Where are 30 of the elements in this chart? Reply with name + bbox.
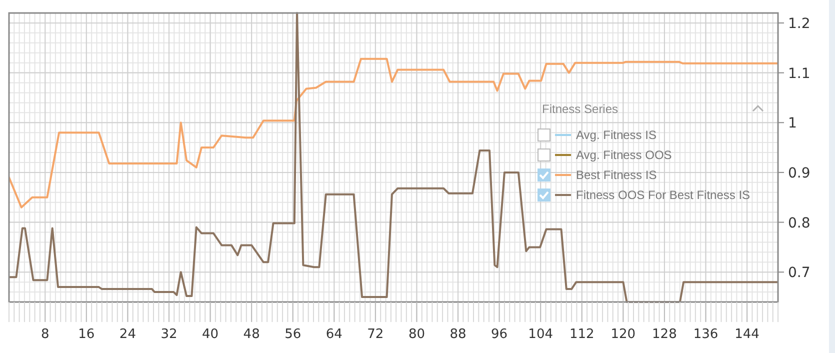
legend-label: Fitness OOS For Best Fitness IS [576,188,750,202]
y-tick-label: 1.1 [788,66,810,82]
legend-label: Avg. Fitness OOS [576,148,672,162]
legend-label: Avg. Fitness IS [576,128,656,142]
x-tick-label: 40 [202,327,219,342]
y-tick-label: 1.2 [788,16,810,32]
x-tick-label: 80 [408,327,425,342]
x-tick-label: 120 [610,327,636,342]
x-tick-label: 72 [367,327,384,342]
x-tick-label: 32 [160,327,178,342]
legend-title: Fitness Series [542,102,618,116]
x-tick-label: 128 [652,327,677,342]
x-tick-label: 104 [528,327,554,342]
legend-label: Best Fitness IS [576,168,657,182]
y-tick-label: 0.8 [788,215,810,232]
x-tick-label: 96 [491,327,508,342]
x-tick-label: 112 [569,327,594,342]
y-tick-label: 0.7 [788,265,810,282]
x-tick-label: 16 [78,327,95,342]
x-tick-label: 24 [119,327,136,342]
x-tick-label: 64 [326,327,342,342]
line-series [9,58,778,208]
x-tick-label: 56 [284,327,302,342]
x-tick-label: 8 [40,327,50,342]
y-tick-label: 1 [788,116,797,132]
x-tick-label: 88 [450,327,466,342]
x-tick-label: 136 [693,327,718,342]
y-tick-label: 0.9 [788,165,810,182]
x-tick-label: 48 [243,327,260,342]
x-tick-label: 144 [734,327,760,342]
